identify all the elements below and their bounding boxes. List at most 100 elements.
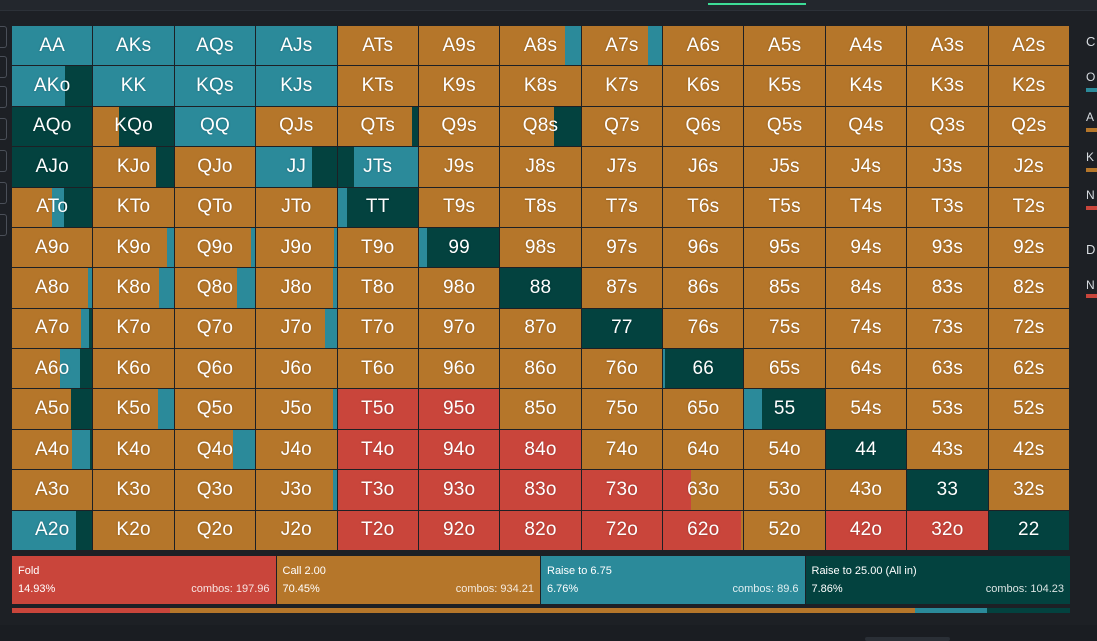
hand-cell[interactable]: 64s [825,349,908,390]
hand-cell[interactable]: 82o [500,510,582,551]
hand-cell[interactable]: 64o [663,429,745,471]
hand-cell[interactable]: AKs [93,26,175,67]
hand-cell[interactable]: 62o [663,510,745,551]
hand-cell[interactable]: AJo [12,147,94,188]
hand-cell[interactable]: A8o [12,268,94,309]
hand-cell[interactable]: Q4s [825,106,908,148]
hand-cell[interactable]: J3s [907,147,989,188]
hand-cell[interactable]: 86s [663,268,745,309]
hand-cell[interactable]: AA [12,26,94,67]
side-tab[interactable] [0,214,7,236]
hand-cell[interactable]: Q8s [500,106,582,148]
hand-cell[interactable]: J6o [256,349,338,390]
hand-cell[interactable]: 93o [418,470,501,511]
hand-cell[interactable]: A2o [12,510,94,551]
hand-cell[interactable]: 74o [581,429,664,471]
hand-cell[interactable]: 63o [663,470,745,511]
hand-cell[interactable]: T6o [337,349,419,390]
hand-cell[interactable]: 32o [907,510,989,551]
hand-cell[interactable]: Q9s [418,106,501,148]
side-tab[interactable] [0,86,7,108]
hand-cell[interactable]: 94o [418,429,501,471]
hand-cell[interactable]: K3o [93,470,175,511]
legend-item[interactable]: K [1086,150,1095,164]
hand-cell[interactable]: Q6s [663,106,745,148]
hand-cell[interactable]: 73o [581,470,664,511]
hand-cell[interactable]: J4o [256,429,338,471]
hand-cell[interactable]: A3s [907,26,989,67]
hand-cell[interactable]: Q4o [174,429,257,471]
hand-cell[interactable]: 95o [418,389,501,430]
hand-cell[interactable]: 75s [744,308,826,350]
hand-cell[interactable]: K3s [907,66,989,107]
hand-cell[interactable]: A6o [12,349,94,390]
hand-cell[interactable]: K5o [93,389,175,430]
hand-cell[interactable]: 76o [581,349,664,390]
hand-cell[interactable]: QJo [174,147,257,188]
legend-item[interactable]: A [1086,110,1095,124]
hand-cell[interactable]: QJs [256,106,338,148]
hand-cell[interactable]: J4s [825,147,908,188]
legend-item[interactable]: N [1086,188,1095,202]
hand-cell[interactable]: KTo [93,187,175,228]
hand-cell[interactable]: Q2s [988,106,1070,148]
side-tab[interactable] [0,118,7,140]
hand-cell[interactable]: 75o [581,389,664,430]
hand-cell[interactable]: AQs [174,26,257,67]
hand-cell[interactable]: T5o [337,389,419,430]
hand-cell[interactable]: 54o [744,429,826,471]
hand-cell[interactable]: K6o [93,349,175,390]
hand-cell[interactable]: J9o [256,227,338,269]
hand-cell[interactable]: J9s [418,147,501,188]
hand-cell[interactable]: A3o [12,470,94,511]
hand-cell[interactable]: K5s [744,66,826,107]
legend-item[interactable]: N [1086,278,1095,292]
hand-cell[interactable]: 97s [581,227,664,269]
hand-cell[interactable]: 66 [663,349,745,390]
hand-cell[interactable]: 86o [500,349,582,390]
hand-cell[interactable]: 65o [663,389,745,430]
hand-cell[interactable]: 42o [825,510,908,551]
hand-cell[interactable]: 96o [418,349,501,390]
hand-cell[interactable]: T4s [825,187,908,228]
hand-cell[interactable]: K4s [825,66,908,107]
hand-cell[interactable]: 87s [581,268,664,309]
hand-cell[interactable]: 97o [418,308,501,350]
hand-cell[interactable]: J7o [256,308,338,350]
side-tab[interactable] [0,150,7,172]
hand-cell[interactable]: 87o [500,308,582,350]
action-summary-call[interactable]: Call 2.00 70.45% combos: 934.21 [276,556,540,604]
hand-cell[interactable]: 54s [825,389,908,430]
hand-cell[interactable]: TT [337,187,419,228]
hand-cell[interactable]: 82s [988,268,1070,309]
hand-cell[interactable]: KQs [174,66,257,107]
hand-cell[interactable]: K9s [418,66,501,107]
hand-cell[interactable]: J5s [744,147,826,188]
hand-cell[interactable]: 33 [907,470,989,511]
hand-cell[interactable]: 93s [907,227,989,269]
hand-cell[interactable]: KJo [93,147,175,188]
hand-cell[interactable]: T4o [337,429,419,471]
hand-cell[interactable]: T7s [581,187,664,228]
hand-cell[interactable]: AQo [12,106,94,148]
action-summary-fold[interactable]: Fold 14.93% combos: 197.96 [12,556,276,604]
hand-cell[interactable]: A4o [12,429,94,471]
side-tab[interactable] [0,182,7,204]
hand-cell[interactable]: 55 [744,389,826,430]
side-tab[interactable] [0,26,7,48]
hand-cell[interactable]: 96s [663,227,745,269]
hand-cell[interactable]: Q7o [174,308,257,350]
hand-cell[interactable]: 84s [825,268,908,309]
hand-cell[interactable]: J7s [581,147,664,188]
hand-cell[interactable]: K8o [93,268,175,309]
hand-cell[interactable]: T8o [337,268,419,309]
hand-cell[interactable]: J2s [988,147,1070,188]
action-summary-raise[interactable]: Raise to 6.75 6.76% combos: 89.6 [541,556,805,604]
hand-cell[interactable]: K8s [500,66,582,107]
hand-cell[interactable]: 53s [907,389,989,430]
hand-cell[interactable]: T2o [337,510,419,551]
legend-item[interactable]: O [1086,70,1096,84]
hand-cell[interactable]: 83o [500,470,582,511]
hand-cell[interactable]: A7o [12,308,94,350]
hand-cell[interactable]: J6s [663,147,745,188]
